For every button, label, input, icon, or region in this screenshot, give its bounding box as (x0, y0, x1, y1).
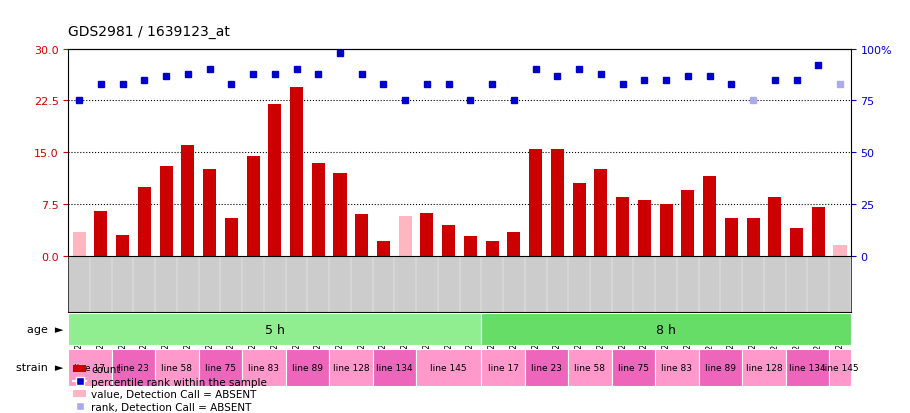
Bar (329, 349, 372, 386)
Bar (529, 150, 542, 256)
Bar (137, 187, 151, 256)
Bar (682, 191, 694, 256)
Text: line 58: line 58 (574, 363, 605, 372)
Text: line 17: line 17 (75, 363, 106, 372)
Bar (508, 232, 521, 256)
Bar (638, 201, 651, 256)
Bar (181, 146, 195, 256)
Bar (612, 349, 655, 386)
Bar (481, 349, 525, 386)
Bar (68, 313, 481, 345)
Bar (355, 215, 369, 256)
Bar (525, 349, 568, 386)
Text: GDS2981 / 1639123_at: GDS2981 / 1639123_at (68, 25, 230, 39)
Text: line 128: line 128 (745, 363, 783, 372)
Bar (416, 349, 481, 386)
Bar (724, 218, 738, 256)
Bar (68, 349, 112, 386)
Bar (699, 349, 743, 386)
Bar (159, 166, 173, 256)
Bar (198, 349, 242, 386)
Bar (333, 173, 347, 256)
Bar (829, 349, 851, 386)
Text: line 145: line 145 (822, 363, 858, 372)
Bar (420, 214, 433, 256)
Bar (703, 177, 716, 256)
Text: line 23: line 23 (118, 363, 149, 372)
Bar (616, 197, 629, 256)
Bar (203, 170, 216, 256)
Text: line 17: line 17 (488, 363, 519, 372)
Text: line 58: line 58 (161, 363, 192, 372)
Bar (242, 349, 286, 386)
Bar (95, 211, 107, 256)
Bar (568, 349, 612, 386)
Text: line 128: line 128 (332, 363, 369, 372)
Text: line 89: line 89 (705, 363, 736, 372)
Bar (660, 204, 672, 256)
Bar (572, 184, 586, 256)
Text: line 23: line 23 (531, 363, 562, 372)
Bar (790, 228, 803, 256)
Bar (812, 208, 824, 256)
Bar (785, 349, 829, 386)
Text: line 83: line 83 (662, 363, 693, 372)
Bar (551, 150, 564, 256)
Bar (594, 170, 607, 256)
Text: line 134: line 134 (376, 363, 412, 372)
Text: line 145: line 145 (430, 363, 467, 372)
Bar (247, 156, 259, 256)
Bar (116, 235, 129, 256)
Text: 5 h: 5 h (265, 323, 285, 336)
Bar (834, 246, 846, 256)
Bar (655, 349, 699, 386)
Bar (290, 88, 303, 256)
Bar (225, 218, 238, 256)
Bar (481, 313, 851, 345)
Bar (399, 216, 411, 256)
Text: line 89: line 89 (292, 363, 323, 372)
Bar (768, 197, 782, 256)
Bar (746, 218, 760, 256)
Text: 8 h: 8 h (656, 323, 676, 336)
Bar (286, 349, 329, 386)
Legend: count, percentile rank within the sample, value, Detection Call = ABSENT, rank, : count, percentile rank within the sample… (74, 364, 267, 412)
Bar (464, 237, 477, 256)
Bar (377, 241, 390, 256)
Bar (112, 349, 156, 386)
Text: strain  ►: strain ► (16, 363, 64, 373)
Bar (268, 104, 281, 256)
Text: line 134: line 134 (789, 363, 825, 372)
Bar (442, 225, 455, 256)
Bar (73, 232, 86, 256)
Text: line 83: line 83 (248, 363, 279, 372)
Bar (743, 349, 785, 386)
Bar (372, 349, 416, 386)
Bar (486, 241, 499, 256)
Text: age  ►: age ► (27, 324, 64, 335)
Bar (312, 163, 325, 256)
Bar (156, 349, 198, 386)
Text: line 75: line 75 (618, 363, 649, 372)
Text: line 75: line 75 (205, 363, 236, 372)
